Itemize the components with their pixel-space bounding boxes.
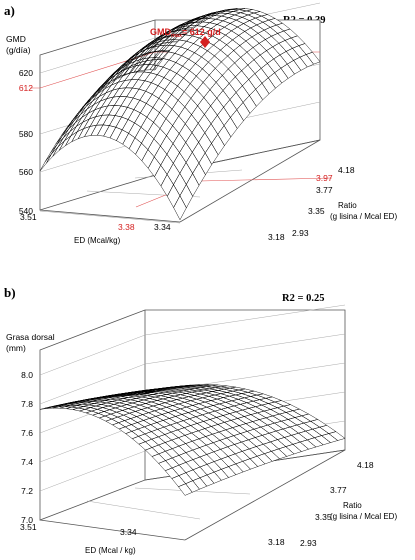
panel-b-ztick-7.8: 7.8: [21, 399, 33, 409]
panel-b-ztick-7.0: 7.0: [21, 515, 33, 525]
panel-a-ytick-3.35: 3.35: [308, 206, 325, 216]
panel-b-ztick-7.4: 7.4: [21, 457, 33, 467]
panel-b-ytick-3.35: 3.35: [315, 512, 332, 522]
panel-a-ylabel-line2: (g lisina / Mcal ED): [330, 212, 397, 221]
panel-b-ytick-2.93: 2.93: [300, 538, 317, 548]
panel-a-xtick-3.51: 3.51: [20, 212, 37, 222]
panel-a-ztick-540: 540: [19, 206, 33, 216]
panel-b-ztick-8.0: 8.0: [21, 370, 33, 380]
panel-a-surface: [39, 8, 321, 221]
panel-b-label: b): [4, 285, 16, 300]
panel-b: b) R2 = 0.25 Grasa dorsal (mm) 7.0 7.2 7…: [4, 285, 397, 555]
panel-b-ztick-7.6: 7.6: [21, 428, 33, 438]
panel-a-optimum-marker: [200, 36, 210, 48]
panel-b-xtick-3.18: 3.18: [268, 537, 285, 547]
panel-a-ztick-580: 580: [19, 129, 33, 139]
panel-b-surface: [39, 384, 346, 496]
panel-b-xlabel: ED (Mcal / kg): [85, 546, 136, 555]
panel-b-zlabel-line2: (mm): [6, 343, 26, 353]
panel-b-ztick-7.2: 7.2: [21, 486, 33, 496]
panel-a-xlabel: ED (Mcal/kg): [74, 236, 121, 245]
panel-b-ylabel-line2: (g lisina / Mcal ED): [330, 512, 397, 521]
panel-a-ytick-2.93: 2.93: [292, 228, 309, 238]
panel-b-ytick-3.77: 3.77: [330, 485, 347, 495]
panel-a-zlabel-line1: GMD: [6, 34, 26, 44]
panel-a-ytick-3.97: 3.97: [316, 173, 333, 183]
panel-a: a) R2 = 0.39 GMDmax= 612 g/d G: [4, 2, 397, 245]
panel-a-ztick-560: 560: [19, 167, 33, 177]
panel-a-label: a): [4, 3, 15, 18]
panel-b-xtick-3.34: 3.34: [120, 527, 137, 537]
panel-a-ztick-612: 612: [19, 83, 33, 93]
panel-a-xtick-3.38: 3.38: [118, 222, 135, 232]
panel-a-ytick-3.77: 3.77: [316, 185, 333, 195]
panel-a-ytick-4.18: 4.18: [338, 165, 355, 175]
panel-b-ytick-4.18: 4.18: [357, 460, 374, 470]
panel-b-ylabel-line1: Ratio: [343, 501, 362, 510]
panel-a-xtick-3.34: 3.34: [154, 222, 171, 232]
panel-a-xtick-3.18: 3.18: [268, 232, 285, 242]
panel-a-ztick-620: 620: [19, 68, 33, 78]
panel-a-ylabel-line1: Ratio: [338, 201, 357, 210]
panel-b-xtick-3.51: 3.51: [20, 522, 37, 532]
panel-b-r2: R2 = 0.25: [282, 293, 324, 304]
panel-a-optimum-label: GMDmax= 612 g/d: [150, 27, 221, 39]
panel-b-zlabel-line1: Grasa dorsal: [6, 332, 55, 342]
panel-a-zlabel-line2: (g/día): [6, 45, 31, 55]
